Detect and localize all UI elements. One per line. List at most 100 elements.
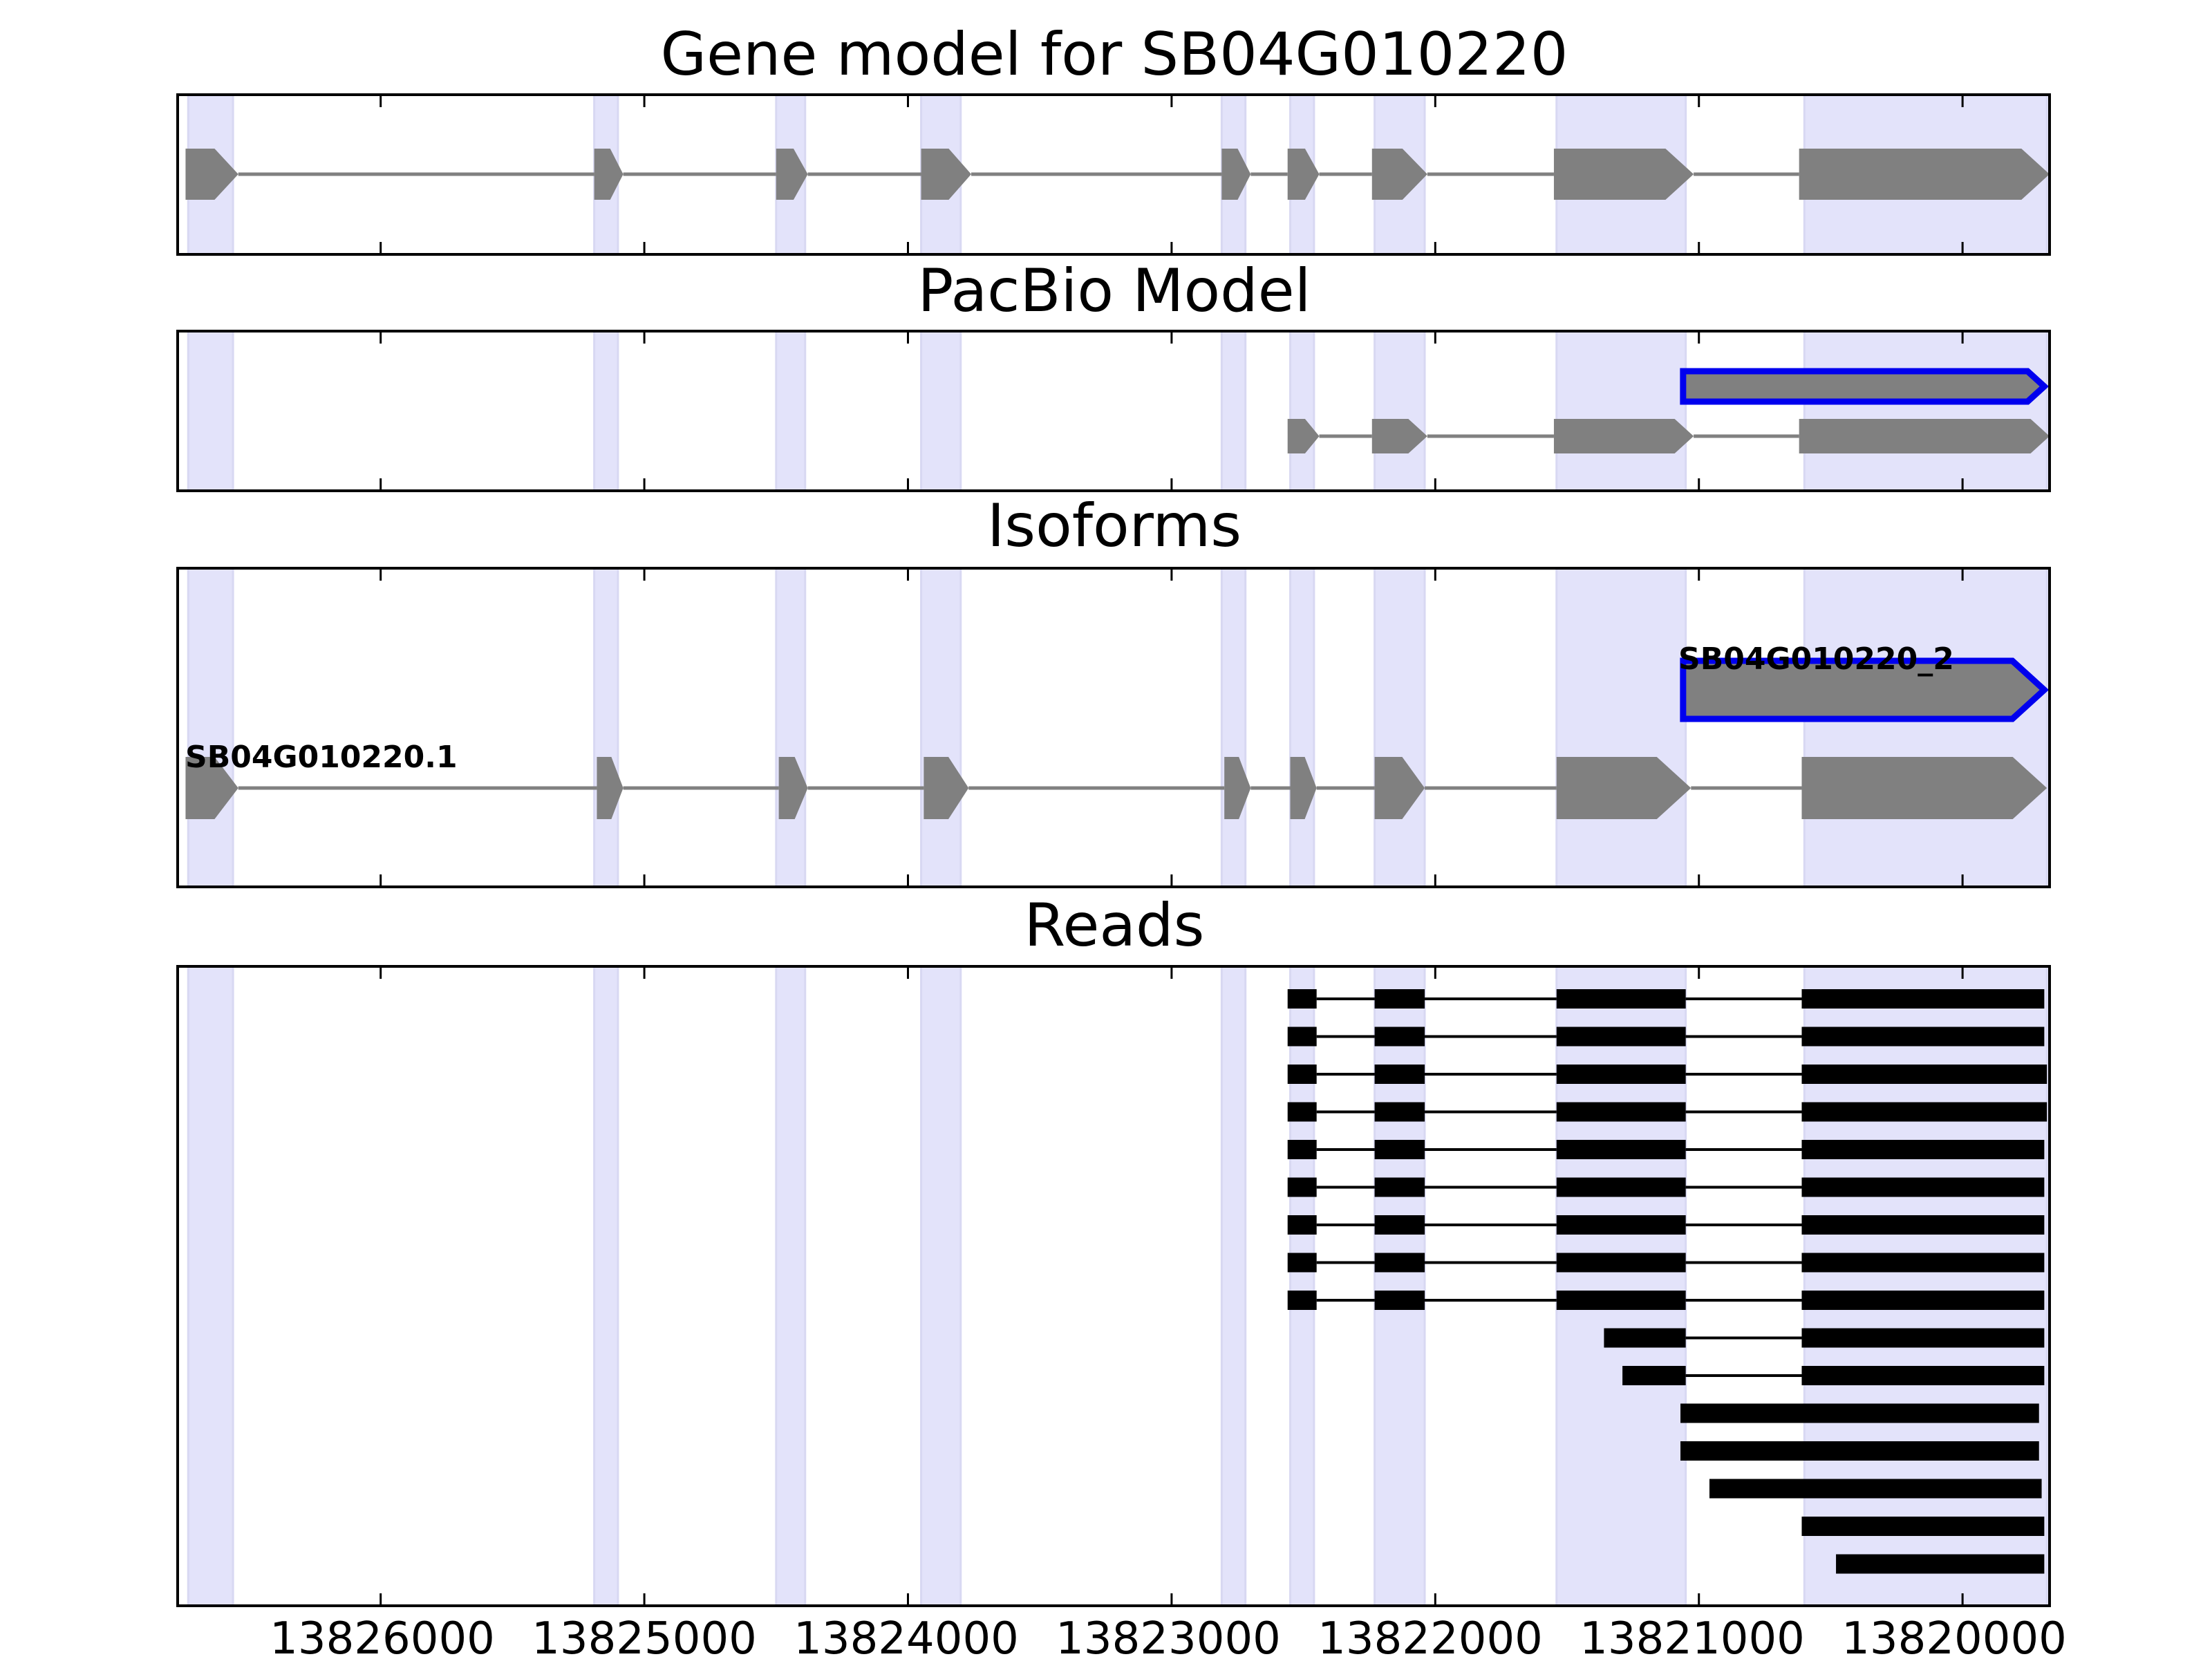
exon-block xyxy=(1556,757,1691,819)
read-block xyxy=(1801,1366,2045,1385)
highlight-region xyxy=(920,567,962,888)
read-block xyxy=(1801,1291,2045,1310)
highlight-region xyxy=(187,567,234,888)
highlight-region xyxy=(1289,567,1315,888)
exon-block xyxy=(1287,149,1320,200)
highlight-region xyxy=(775,965,807,1607)
read-block xyxy=(1556,1291,1686,1310)
read-block xyxy=(1801,1253,2045,1273)
highlight-region xyxy=(1220,567,1247,888)
x-tick-label: 13824000 xyxy=(794,1613,1019,1659)
read-block xyxy=(1287,1102,1317,1122)
read-block xyxy=(1374,1065,1425,1084)
highlighted-exon xyxy=(1680,368,2050,405)
read-block xyxy=(1287,1065,1317,1084)
panel-frame xyxy=(176,965,2051,1607)
read-block xyxy=(1374,1102,1425,1122)
read-block xyxy=(1801,1027,2045,1047)
read-block xyxy=(1556,1065,1686,1084)
highlight-region xyxy=(1374,567,1426,888)
highlight-region xyxy=(1220,330,1247,492)
read-block xyxy=(1287,1215,1317,1235)
highlight-region xyxy=(593,330,619,492)
highlight-region xyxy=(1374,330,1426,492)
read-block xyxy=(1801,1215,2045,1235)
read-block xyxy=(1287,1291,1317,1310)
exon-block xyxy=(776,149,808,200)
reads-title: Reads xyxy=(1024,891,1205,960)
read-block xyxy=(1556,989,1686,1009)
highlight-region xyxy=(1803,330,2048,492)
isoforms-title: Isoforms xyxy=(987,491,1241,561)
exon-block xyxy=(1801,757,2047,819)
read-block xyxy=(1801,1517,2045,1536)
highlight-region xyxy=(775,567,807,888)
isoforms-panel xyxy=(176,567,2051,888)
exon-block xyxy=(1799,149,2050,200)
read-block xyxy=(1680,1441,2039,1461)
read-block xyxy=(1374,1027,1425,1047)
x-tick-label: 13821000 xyxy=(1580,1613,1805,1659)
highlight-region xyxy=(1555,965,1687,1607)
isoform-label-1: SB04G010220.1 xyxy=(185,740,458,775)
highlight-region xyxy=(1803,567,2048,888)
exon-block xyxy=(1371,149,1427,200)
highlight-region xyxy=(593,965,619,1607)
read-block xyxy=(1374,1177,1425,1197)
read-block xyxy=(1556,1140,1686,1159)
read-block xyxy=(1374,1291,1425,1310)
read-block xyxy=(1287,1140,1317,1159)
read-block xyxy=(1801,989,2045,1009)
read-block xyxy=(1801,1328,2045,1348)
highlight-region xyxy=(593,567,619,888)
pacbio-model-panel xyxy=(176,330,2051,492)
highlight-region xyxy=(1289,965,1315,1607)
exon-block xyxy=(1374,757,1425,819)
x-tick-label: 13825000 xyxy=(532,1613,757,1659)
read-block xyxy=(1287,1027,1317,1047)
exon-block xyxy=(778,757,808,819)
read-block xyxy=(1556,1177,1686,1197)
exon-block xyxy=(597,757,624,819)
read-block xyxy=(1801,1177,2045,1197)
read-block xyxy=(1556,1253,1686,1273)
read-block xyxy=(1374,1215,1425,1235)
exon-block xyxy=(1799,419,2050,453)
exon-block xyxy=(1553,149,1694,200)
exon-block xyxy=(1290,757,1317,819)
highlight-region xyxy=(1374,965,1426,1607)
highlight-region xyxy=(920,965,962,1607)
gene-model-title: Gene model for SB04G010220 xyxy=(661,20,1568,89)
read-block xyxy=(1709,1479,2042,1499)
read-block xyxy=(1801,1102,2047,1122)
read-block xyxy=(1556,1027,1686,1047)
isoform-label-2: SB04G010220_2 xyxy=(1678,641,1954,677)
read-block xyxy=(1374,989,1425,1009)
exon-block xyxy=(924,757,969,819)
exon-block xyxy=(185,149,238,200)
highlight-region xyxy=(187,965,234,1607)
highlight-region xyxy=(1803,965,2048,1607)
highlight-region xyxy=(1289,330,1315,492)
read-block xyxy=(1374,1253,1425,1273)
exon-block xyxy=(185,757,238,819)
highlight-region xyxy=(1555,567,1687,888)
read-block xyxy=(1287,989,1317,1009)
exon-block xyxy=(594,149,624,200)
read-block xyxy=(1287,1177,1317,1197)
exon-block xyxy=(1221,149,1251,200)
exon-block xyxy=(921,149,972,200)
panel-frame xyxy=(176,330,2051,492)
read-block xyxy=(1801,1065,2047,1084)
highlight-region xyxy=(920,330,962,492)
x-tick-label: 13820000 xyxy=(1841,1613,2067,1659)
highlight-region xyxy=(775,330,807,492)
x-tick-label: 13822000 xyxy=(1318,1613,1543,1659)
read-block xyxy=(1604,1328,1686,1348)
highlight-region xyxy=(1555,330,1687,492)
x-tick-label: 13826000 xyxy=(270,1613,495,1659)
read-block xyxy=(1287,1253,1317,1273)
highlight-region xyxy=(187,330,234,492)
highlighted-exon xyxy=(1680,657,2050,722)
